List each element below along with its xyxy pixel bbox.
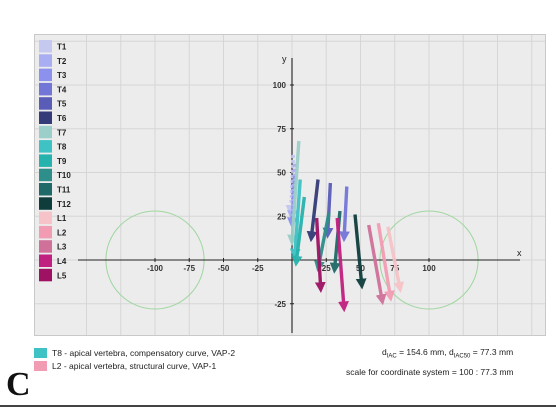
legend-swatch-l4 <box>39 255 52 268</box>
legend-label-t2: T2 <box>57 57 67 66</box>
legend-swatch-t8 <box>39 140 52 153</box>
l2-swatch <box>34 361 47 371</box>
vector-t5 <box>328 183 331 236</box>
legend-label-l4: L4 <box>57 257 67 266</box>
y-tick-label: -25 <box>274 300 286 309</box>
vector-l1 <box>388 227 400 290</box>
legend-label-t3: T3 <box>57 71 67 80</box>
t8-swatch <box>34 348 47 358</box>
y-axis-label: y <box>282 54 287 64</box>
scale-note: scale for coordinate system = 100 : 77.3… <box>346 367 513 377</box>
legend-label-t4: T4 <box>57 85 67 94</box>
legend-swatch-l5 <box>39 269 52 282</box>
legend-label-t6: T6 <box>57 114 67 123</box>
y-tick-label: 50 <box>277 169 286 178</box>
x-tick-label: -75 <box>183 264 195 273</box>
l2-apical-note: L2 - apical vertebra, structural curve, … <box>52 361 216 371</box>
vertebra-vectors <box>291 141 401 309</box>
legend-label-l2: L2 <box>57 228 67 237</box>
distance-readout: dIAC = 154.6 mm, dIAC50 = 77.3 mm <box>382 347 513 360</box>
legend-swatch-t10 <box>39 169 52 182</box>
legend-swatch-l1 <box>39 212 52 225</box>
d-iac50-value: = 77.3 mm <box>470 347 513 357</box>
legend-label-t8: T8 <box>57 143 67 152</box>
legend-swatch-t12 <box>39 197 52 210</box>
legend-swatch-t7 <box>39 126 52 139</box>
panel-letter: C <box>6 368 31 402</box>
legend-swatch-t9 <box>39 154 52 167</box>
legend-label-t1: T1 <box>57 43 67 52</box>
x-tick-label: 25 <box>322 264 331 273</box>
legend-swatch-t2 <box>39 54 52 67</box>
legend-label-t12: T12 <box>57 200 71 209</box>
legend-swatch-t6 <box>39 112 52 125</box>
d-iac50-subscript: IAC50 <box>454 354 471 360</box>
y-tick-label: 25 <box>277 212 286 221</box>
legend-label-l5: L5 <box>57 271 67 280</box>
legend-swatch-t11 <box>39 183 52 196</box>
legend-label-l3: L3 <box>57 243 67 252</box>
legend-label-l1: L1 <box>57 214 67 223</box>
bottom-divider <box>0 405 556 407</box>
legend-label-t10: T10 <box>57 171 71 180</box>
legend-swatch-l2 <box>39 226 52 239</box>
legend-swatch-t1 <box>39 40 52 53</box>
legend-label-t5: T5 <box>57 100 67 109</box>
legend-swatch-t4 <box>39 83 52 96</box>
legend-swatch-l3 <box>39 240 52 253</box>
d-iac-subscript: IAC <box>387 354 397 360</box>
x-tick-label: -50 <box>218 264 230 273</box>
x-tick-label: -25 <box>252 264 264 273</box>
legend-swatch-t5 <box>39 97 52 110</box>
x-axis-label: x <box>517 248 522 258</box>
vector-l5 <box>317 218 321 290</box>
x-tick-label: 100 <box>422 264 436 273</box>
x-tick-label: -100 <box>147 264 164 273</box>
legend-label-t7: T7 <box>57 128 67 137</box>
legend-label-t11: T11 <box>57 186 71 195</box>
d-iac-value: = 154.6 mm, <box>397 347 449 357</box>
legend-swatch-t3 <box>39 69 52 82</box>
y-tick-label: 75 <box>277 125 286 134</box>
t8-apical-note: T8 - apical vertebra, compensatory curve… <box>52 348 235 358</box>
legend-label-t9: T9 <box>57 157 67 166</box>
vector-t4 <box>344 187 347 240</box>
y-tick-label: 100 <box>273 81 287 90</box>
legend: T1 T2 T3 T4 T5 T6 T7 T8 T9 T10 T11 T12 L1 L2 L3 L4 L5 <box>39 40 71 281</box>
